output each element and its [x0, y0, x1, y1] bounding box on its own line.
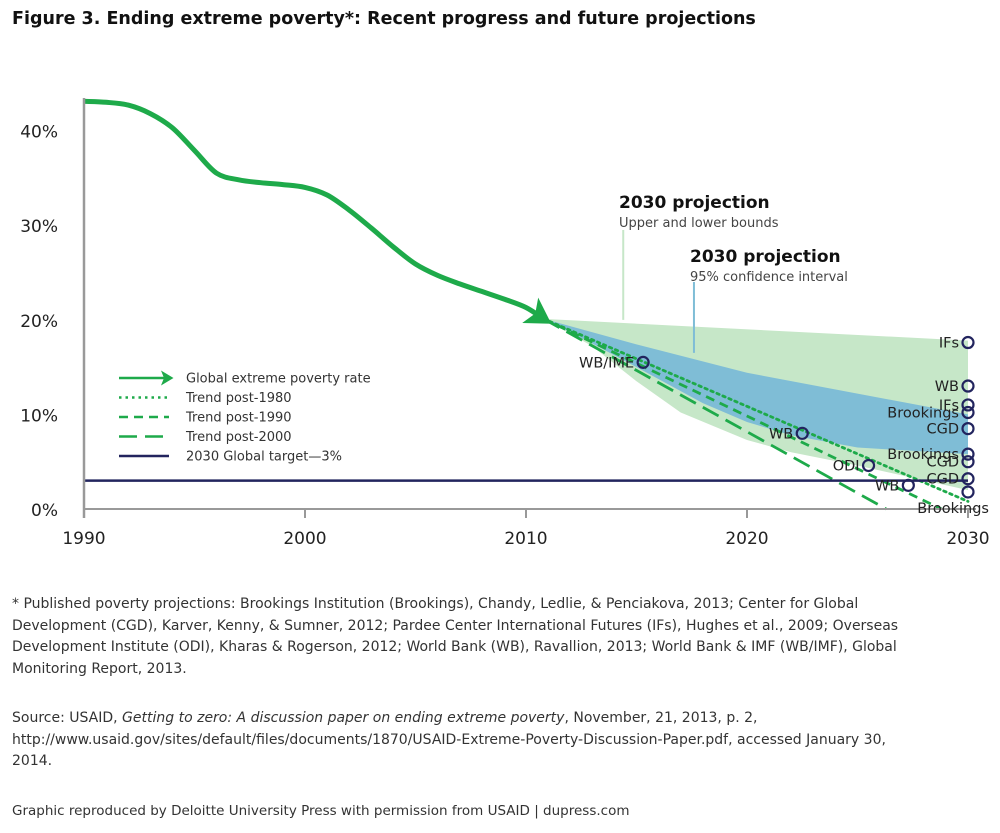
x-tick-label: 2000 [283, 529, 326, 549]
legend-label: Trend post-2000 [185, 430, 292, 445]
projection-point-label: IFs [939, 336, 959, 352]
source-suffix: , November, 21, 2013, p. 2, http://www.u… [12, 710, 886, 769]
confidence-band [543, 318, 968, 455]
projection-point-label: CGD [926, 422, 959, 438]
annotation-subtitle: Upper and lower bounds [619, 216, 779, 231]
projection-point-marker [961, 485, 975, 499]
projection-point-label: WB [769, 426, 793, 442]
projection-point-label: IFs [939, 398, 959, 414]
series-line-long-dashed [543, 317, 887, 511]
projection-point-marker [961, 398, 975, 412]
source-title: Getting to zero: A discussion paper on e… [122, 710, 565, 726]
projection-point-marker [961, 405, 975, 420]
projection-point-marker [961, 422, 975, 436]
axes: 1990 2000 2010 2020 2030 0% 10% 20% 30% 40% [20, 98, 990, 549]
series-lines [83, 98, 970, 511]
projection-point-marker [795, 426, 809, 440]
x-tick-label: 2030 [946, 529, 989, 549]
projection-point-marker [901, 478, 915, 492]
legend-label: Trend post-1990 [185, 411, 292, 426]
legend-label: Trend post-1980 [185, 391, 292, 406]
projection-annotations: 2030 projection Upper and lower bounds 203… [619, 193, 848, 353]
y-tick-label: 30% [20, 217, 58, 237]
x-tick-label: 1990 [62, 529, 105, 549]
projection-point-marker [961, 447, 975, 461]
x-tick-label: 2020 [725, 529, 768, 549]
series-line-dotted [542, 317, 970, 503]
projection-bands [543, 318, 968, 491]
projection-point-label: Brookings [887, 406, 959, 422]
projection-point-label: Brookings [917, 501, 989, 517]
projection-point-marker [961, 472, 975, 486]
x-tick-label: 2010 [504, 529, 547, 549]
projection-point-label: CGD [926, 455, 959, 471]
projection-point-marker [861, 458, 876, 473]
projection-point-label: WB [875, 478, 899, 494]
annotation-subtitle: 95% confidence interval [690, 270, 848, 285]
projection-point-marker [961, 379, 975, 393]
projection-point-marker [961, 455, 975, 469]
series-line-solid-arrow [83, 98, 552, 324]
projection-point-label: Brookings [887, 447, 959, 463]
y-tick-label: 40% [20, 123, 58, 143]
projection-point-marker [961, 335, 975, 350]
y-tick-label: 20% [20, 312, 58, 332]
legend: Global extreme poverty rate Trend post-19… [119, 370, 371, 465]
projection-point-label: WB [935, 379, 959, 395]
projection-points: WB/IMEWBODIWBIFsWBIFsBrookingsCGDBrookin… [579, 336, 989, 517]
series-line-dashed [543, 317, 943, 511]
annotation-title: 2030 projection [690, 247, 841, 267]
credit-line: Graphic reproduced by Deloitte Universit… [12, 803, 630, 819]
footnote: * Published poverty projections: Brookin… [12, 596, 899, 677]
legend-label: Global extreme poverty rate [186, 372, 371, 387]
source-prefix: Source: USAID, [12, 710, 118, 726]
projection-point-marker [636, 355, 650, 369]
y-tick-label: 0% [31, 501, 58, 521]
poverty-chart: 2030 projection Upper and lower bounds 203… [20, 98, 990, 549]
projection-point-label: WB/IME [579, 355, 634, 371]
legend-label: 2030 Global target—3% [186, 450, 342, 465]
y-tick-label: 10% [20, 406, 58, 426]
source-note: Source: USAID, Getting to zero: A discus… [12, 708, 912, 773]
projection-point-label: ODI [833, 458, 860, 474]
projection-point-label: CGD [926, 472, 959, 488]
figure-title: Figure 3. Ending extreme poverty*: Recen… [12, 9, 756, 29]
annotation-title: 2030 projection [619, 193, 770, 213]
